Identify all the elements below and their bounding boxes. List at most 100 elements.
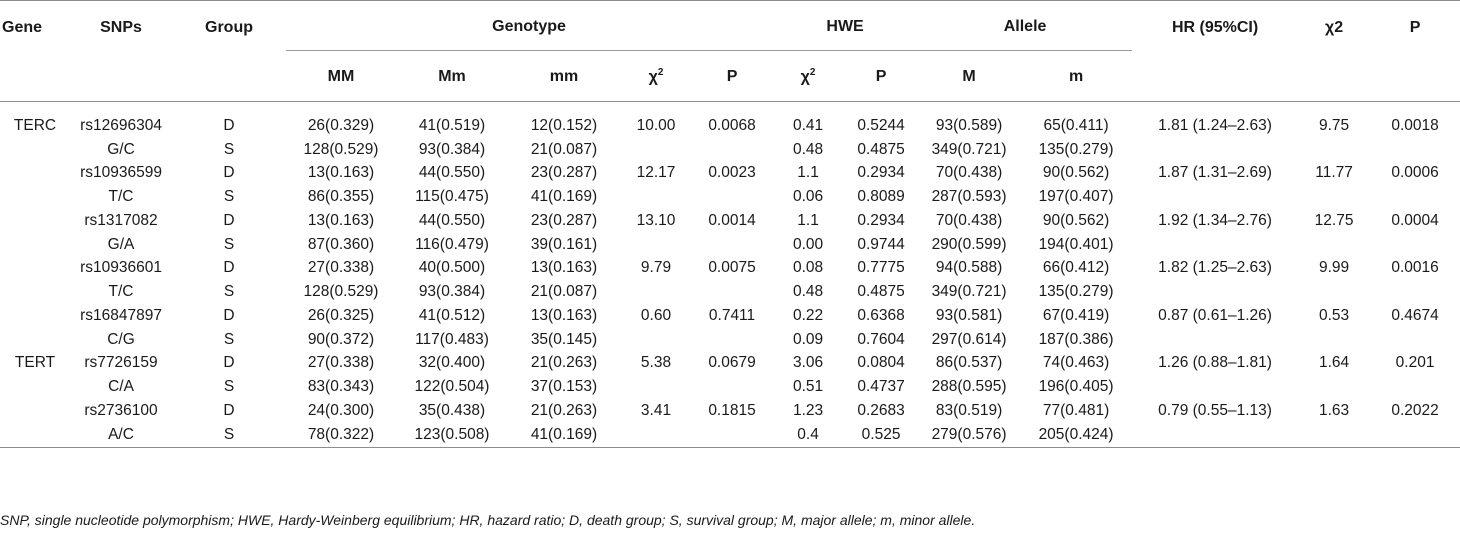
cell-m: 90(0.562) (1042, 164, 1110, 182)
cell-mm: 26(0.325) (307, 306, 375, 324)
cell-mm: 26(0.329) (307, 116, 375, 134)
cell-hwe-p: 0.0804 (857, 354, 905, 372)
cell-m: 135(0.279) (1038, 283, 1114, 301)
cell-g-p (692, 280, 772, 304)
header-gene: Gene (0, 0, 70, 102)
header-genotype-Mm: Mm (438, 68, 466, 85)
header-p: P (1370, 0, 1460, 102)
cell-hr: 1.92 (1.34–2.76) (1158, 211, 1272, 229)
cell-mm: 44(0.550) (418, 211, 486, 229)
cell-hwe-chi2: 0.06 (792, 188, 824, 206)
cell-m: 205(0.424) (1038, 425, 1114, 443)
cell-snp: A/C (108, 425, 134, 443)
table-row: TERC rs12696304 D 26(0.329) 41(0.519) 12(0.15… (0, 102, 1460, 138)
table-row: rs10936599 D 13(0.163) 44(0.550) 23(0.287) 12… (0, 162, 1460, 186)
cell-p (1370, 138, 1460, 162)
cell-snp: rs16847897 (80, 306, 162, 324)
cell-gene (0, 280, 70, 304)
cell-mm: 44(0.550) (418, 164, 486, 182)
cell-group: S (223, 330, 235, 348)
cell-mm: 41(0.169) (530, 188, 598, 206)
cell-hwe-p: 0.525 (861, 425, 901, 443)
cell-mm: 83(0.343) (307, 378, 375, 396)
cell-hr (1132, 233, 1298, 257)
cell-group: S (223, 235, 235, 253)
cell-mm: 78(0.322) (307, 425, 375, 443)
cell-mm: 35(0.438) (418, 401, 486, 419)
cell-mm: 90(0.372) (307, 330, 375, 348)
cell-m: 135(0.279) (1038, 140, 1114, 158)
cell-p: 0.0018 (1391, 116, 1439, 134)
cell-g-chi2: 0.60 (640, 306, 672, 324)
cell-snp: rs10936599 (80, 164, 162, 182)
cell-hwe-chi2: 1.1 (797, 211, 819, 229)
cell-group: D (223, 259, 235, 277)
cell-mm: 35(0.145) (530, 330, 598, 348)
cell-mm: 37(0.153) (530, 378, 598, 396)
cell-m: 65(0.411) (1043, 116, 1109, 134)
cell-m: 297(0.614) (931, 330, 1007, 348)
cell-hwe-chi2: 0.48 (792, 140, 824, 158)
cell-hwe-chi2: 0.00 (792, 235, 824, 253)
cell-chi2: 9.75 (1318, 116, 1350, 134)
cell-hwe-chi2: 0.4 (797, 425, 819, 443)
cell-mm: 23(0.287) (530, 164, 598, 182)
cell-snp: G/C (107, 140, 135, 158)
cell-mm: 115(0.475) (415, 188, 489, 206)
header-allele-M: M (962, 68, 976, 85)
cell-hwe-chi2: 0.51 (792, 378, 824, 396)
cell-m: 349(0.721) (931, 283, 1007, 301)
cell-g-chi2: 3.41 (640, 401, 672, 419)
snp-association-table: Gene SNPs Group Genotype HWE Allele HR (… (0, 0, 1460, 447)
cell-hwe-p: 0.6368 (857, 306, 905, 324)
cell-chi2: 12.75 (1314, 211, 1354, 229)
cell-mm: 23(0.287) (530, 211, 598, 229)
header-chi2-label: χ2 (1325, 19, 1344, 36)
cell-g-chi2 (620, 233, 692, 257)
cell-gene (0, 375, 70, 399)
table-row: rs10936601 D 27(0.338) 40(0.500) 13(0.163) 9.… (0, 257, 1460, 281)
cell-hwe-p: 0.2934 (857, 164, 905, 182)
cell-hwe-p: 0.8089 (857, 188, 905, 206)
cell-hwe-p: 0.2934 (857, 211, 905, 229)
cell-m: 70(0.438) (935, 211, 1003, 229)
cell-hwe-p: 0.7604 (857, 330, 905, 348)
header-genotype-chi2: χ2 (620, 53, 692, 102)
cell-m: 287(0.593) (931, 188, 1007, 206)
cell-mm: 123(0.508) (414, 425, 490, 443)
cell-p: 0.0004 (1391, 211, 1439, 229)
cell-snp: C/A (108, 378, 134, 396)
header-genotype-mm: mm (549, 68, 579, 85)
cell-hr: 0.79 (0.55–1.13) (1158, 401, 1272, 419)
cell-m: 288(0.595) (931, 378, 1007, 396)
cell-mm: 128(0.529) (303, 140, 379, 158)
cell-p: 0.201 (1395, 354, 1435, 372)
header-row-1: Gene SNPs Group Genotype HWE Allele HR (… (0, 0, 1460, 102)
header-group: Group (172, 0, 286, 102)
cell-hr: 1.81 (1.24–2.63) (1158, 116, 1272, 134)
cell-snp: C/G (107, 330, 135, 348)
header-genotype-MM: MM (327, 68, 355, 85)
cell-p (1370, 233, 1460, 257)
cell-g-p (692, 423, 772, 447)
cell-gene (0, 304, 70, 328)
cell-mm: 21(0.087) (530, 140, 598, 158)
cell-hwe-p: 0.4737 (857, 378, 905, 396)
table-row: T/C S 128(0.529) 93(0.384) 21(0.087) 0.48 0.48… (0, 280, 1460, 304)
cell-snp: rs12696304 (80, 116, 162, 134)
chi-superscript: 2 (809, 67, 816, 79)
cell-hr: 1.82 (1.25–2.63) (1158, 259, 1272, 277)
table-row: rs2736100 D 24(0.300) 35(0.438) 21(0.263) 3.4… (0, 399, 1460, 423)
cell-chi2: 11.77 (1315, 164, 1353, 182)
cell-hr: 1.87 (1.31–2.69) (1158, 164, 1272, 182)
cell-mm: 128(0.529) (303, 283, 379, 301)
cell-m: 86(0.537) (935, 354, 1003, 372)
table-row: C/A S 83(0.343) 122(0.504) 37(0.153) 0.51 0.47… (0, 375, 1460, 399)
cell-mm: 24(0.300) (307, 401, 375, 419)
table-row: A/C S 78(0.322) 123(0.508) 41(0.169) 0.4 0.525… (0, 423, 1460, 447)
cell-m: 279(0.576) (931, 425, 1007, 443)
cell-g-p: 0.0679 (708, 354, 756, 372)
cell-mm: 21(0.263) (530, 401, 598, 419)
cell-group: S (223, 140, 235, 158)
cell-m: 67(0.419) (1042, 306, 1110, 324)
